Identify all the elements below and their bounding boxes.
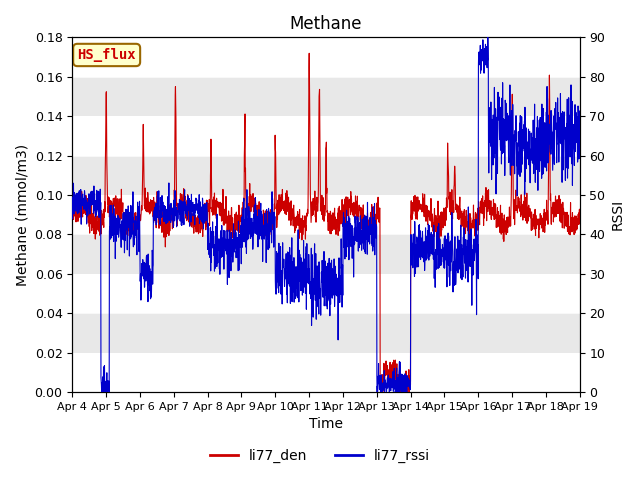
Y-axis label: RSSI: RSSI: [611, 199, 625, 230]
X-axis label: Time: Time: [309, 418, 343, 432]
Bar: [72, 116, 580, 156]
Y-axis label: Methane (mmol/m3): Methane (mmol/m3): [15, 144, 29, 286]
Text: HS_flux: HS_flux: [77, 48, 136, 62]
Bar: [72, 313, 580, 353]
Bar: [72, 234, 580, 274]
Bar: [72, 77, 580, 116]
Bar: [72, 195, 580, 234]
Bar: [72, 156, 580, 195]
Bar: [72, 37, 580, 77]
Bar: [72, 353, 580, 392]
Title: Methane: Methane: [290, 15, 362, 33]
Bar: [72, 274, 580, 313]
Legend: li77_den, li77_rssi: li77_den, li77_rssi: [204, 443, 436, 468]
